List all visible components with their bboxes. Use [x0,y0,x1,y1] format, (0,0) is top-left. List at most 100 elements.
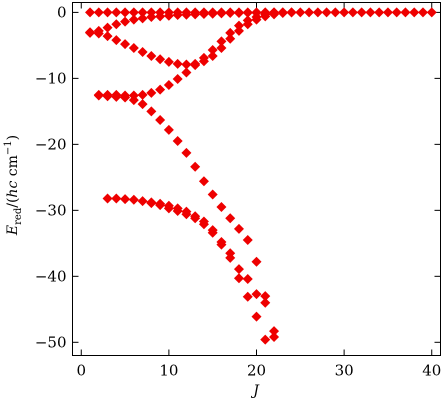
data-point [190,9,201,20]
x-tick-label: 40 [422,362,441,380]
data-point [251,12,262,23]
data-point [426,7,437,18]
data-point [207,225,218,236]
data-point [172,203,183,214]
data-point [295,7,306,18]
data-point [277,7,288,18]
data-point [216,237,227,248]
y-label-mid: /( [5,198,21,208]
data-point [251,289,262,300]
data-point [172,58,183,69]
data-point [251,311,262,322]
x-tick-label: 10 [159,362,178,380]
data-point [163,56,174,67]
data-point [216,8,227,19]
data-point [102,31,113,42]
data-point [128,7,139,18]
data-point [391,7,402,18]
data-point [163,10,174,21]
x-axis-label: J [250,383,260,399]
data-point [242,15,253,26]
data-point [269,326,280,337]
x-tick-label: 30 [335,362,354,380]
y-label-e: E [5,225,21,236]
data-point [93,7,104,18]
y-label-sub: red [13,207,24,225]
data-point [242,273,253,284]
data-point [190,60,201,71]
y-tick-label: −10 [35,69,67,87]
data-point [181,67,192,78]
data-point [137,89,148,100]
data-point [225,33,236,44]
data-point [190,211,201,222]
data-point [120,16,131,27]
x-tick-label: 0 [76,362,86,380]
data-point [172,136,183,147]
data-point [155,198,166,209]
y-label-sup: −1 [3,140,14,155]
data-point [137,7,148,18]
data-point [137,46,148,57]
data-point [137,13,148,24]
data-point [304,7,315,18]
data-point [146,87,157,98]
data-point [251,256,262,267]
data-point [216,202,227,213]
data-point [111,193,122,204]
data-point [260,334,271,345]
data-points-layer [85,7,437,345]
data-point [225,248,236,259]
data-point [233,20,244,31]
data-point [207,189,218,200]
data-point [233,8,244,19]
data-point [137,99,148,110]
data-point [409,7,420,18]
data-point [93,28,104,39]
data-point [102,22,113,33]
data-point [190,161,201,172]
data-point [242,235,253,246]
data-point [111,19,122,30]
y-tick-label: 0 [57,3,67,21]
data-point [225,213,236,224]
y-label-hc: hc [5,181,21,198]
data-point [163,79,174,90]
data-point [207,50,218,61]
data-point [233,264,244,275]
data-point [417,7,428,18]
data-point [128,95,139,106]
plot-frame [72,2,441,356]
data-point [233,273,244,284]
data-point [85,27,96,38]
data-point [269,332,280,343]
data-point [155,11,166,22]
data-point [356,7,367,18]
data-point [102,193,113,204]
data-point [198,216,209,227]
data-point [102,7,113,18]
data-point [400,7,411,18]
data-point [146,197,157,208]
data-point [233,223,244,234]
data-point [365,7,376,18]
ticks-layer: 0 10 20 30 40 0 −10 −20 −30 −40 −50 [35,2,441,380]
data-point [242,291,253,302]
data-point [163,124,174,135]
data-point [128,194,139,205]
data-point [242,7,253,18]
data-point [172,74,183,85]
data-point [260,291,271,302]
data-point [181,206,192,217]
data-point [111,35,122,46]
data-point [233,25,244,36]
data-point [207,8,218,19]
data-point [198,9,209,20]
data-point [181,59,192,70]
data-point [347,7,358,18]
data-point [260,9,271,20]
data-point [146,12,157,23]
data-point [312,7,323,18]
data-point [207,45,218,56]
